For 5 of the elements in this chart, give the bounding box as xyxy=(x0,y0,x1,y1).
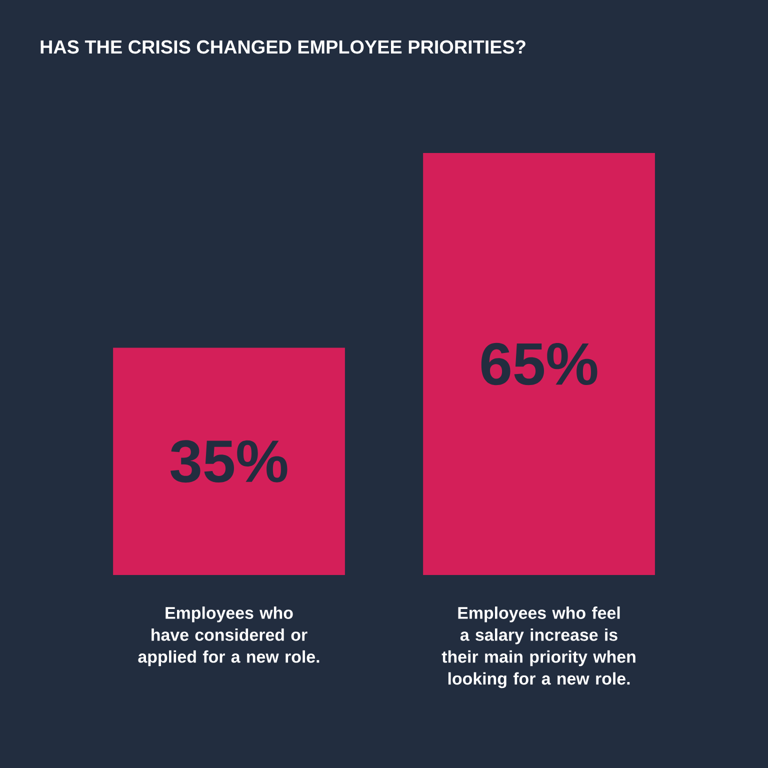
x-tick-label: Employees who feel a salary increase is their main priority when looking for a new role. xyxy=(442,606,636,688)
x-tick-label: Employees who have considered or applied for a new role. xyxy=(138,606,320,666)
chart-title: HAS THE CRISIS CHANGED EMPLOYEE PRIORITIES? xyxy=(40,40,526,54)
data-label: 35% xyxy=(170,440,288,483)
data-label: 65% xyxy=(481,342,598,386)
